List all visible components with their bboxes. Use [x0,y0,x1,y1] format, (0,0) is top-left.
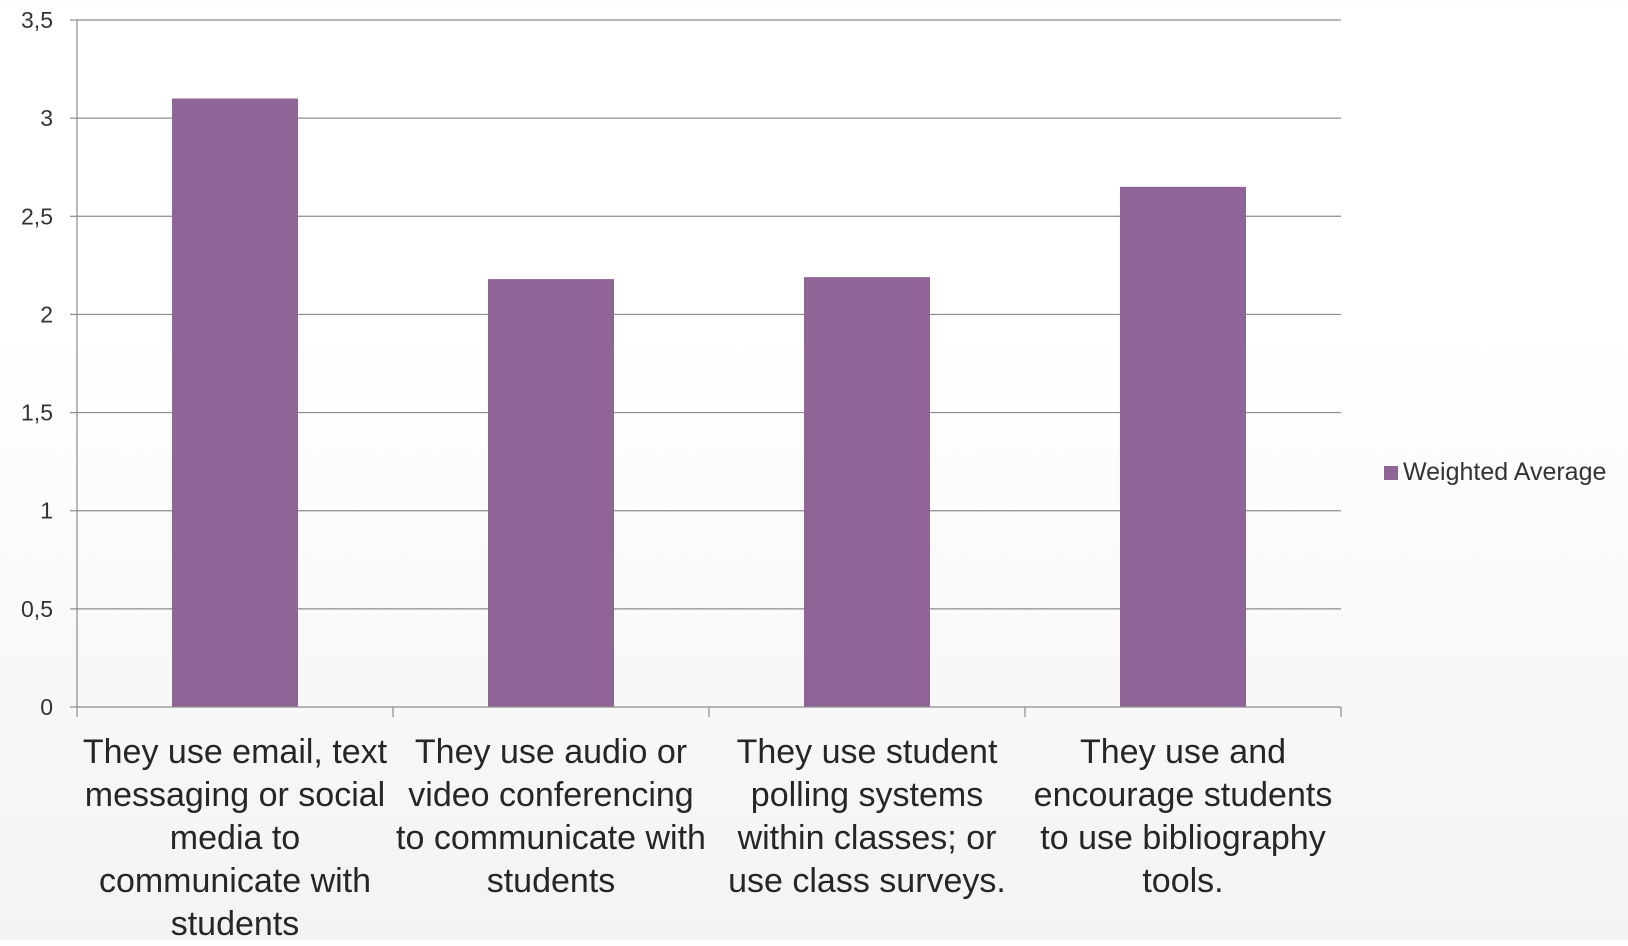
bar [804,277,930,707]
bar [488,279,614,707]
bars [172,98,1246,708]
y-tick-label: 2 [40,301,53,327]
y-tick-label: 3,5 [21,7,53,33]
y-tick-label: 2,5 [21,203,53,229]
x-tick-label: They use and encourage students to use b… [1033,733,1333,900]
y-tick-label: 0 [40,694,53,720]
axes [70,19,1342,717]
y-tick-label: 3 [40,105,53,131]
x-tick-label: They use student polling systems within … [728,733,1006,900]
y-tick-label: 1 [40,498,53,524]
legend: Weighted Average [1384,458,1606,487]
x-tick-label: They use email, text messaging or social… [82,733,388,943]
y-tick-label: 1,5 [21,400,53,426]
x-tick-label: They use audio or video conferencing to … [396,733,706,900]
y-tick-labels: 0 0,5 1 1,5 2 2,5 3 3,5 [21,7,53,720]
bar [172,98,298,707]
legend-swatch [1384,465,1398,480]
bar [1120,186,1246,708]
legend-label: Weighted Average [1403,458,1607,486]
y-tick-label: 0,5 [21,596,53,622]
